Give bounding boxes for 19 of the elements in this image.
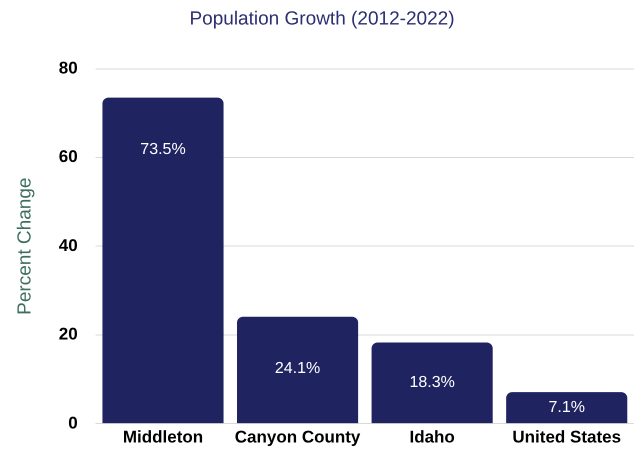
y-tick-label: 80 xyxy=(58,58,78,78)
y-tick-label: 20 xyxy=(58,324,78,344)
data-label: 73.5% xyxy=(140,141,186,158)
x-tick-label: Middleton xyxy=(122,427,204,446)
data-label: 7.1% xyxy=(548,399,585,416)
chart-title: Population Growth (2012-2022) xyxy=(189,8,455,30)
y-tick-label: 0 xyxy=(68,413,78,432)
bar xyxy=(237,316,358,424)
bar xyxy=(506,392,628,424)
x-tick-label: Canyon County xyxy=(234,427,361,446)
x-tick-label: Idaho xyxy=(409,427,455,446)
x-tick-label: United States xyxy=(512,427,622,446)
y-tick-label: 60 xyxy=(58,147,78,166)
y-tick-label: 40 xyxy=(58,236,78,255)
bar xyxy=(372,342,493,424)
y-axis-title: Percent Change xyxy=(14,178,36,315)
data-label: 24.1% xyxy=(274,360,320,378)
bar xyxy=(102,98,224,424)
data-label: 18.3% xyxy=(409,374,455,392)
